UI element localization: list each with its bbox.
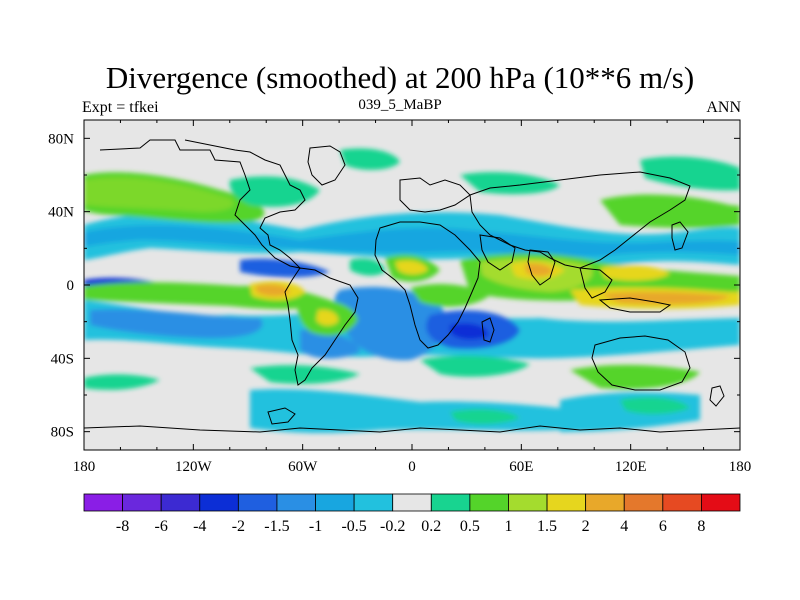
- sh-pacific-aqua: [620, 397, 690, 415]
- sh-pacific-green: [570, 364, 700, 390]
- west-pacific-nh-green: [600, 194, 740, 229]
- x-tick-label: 120E: [615, 459, 647, 475]
- colorbar-label: -0.5: [341, 518, 366, 535]
- south-america-outline: [284, 267, 359, 386]
- nh-north-aqua: [229, 176, 320, 207]
- colorbar-swatch: [315, 493, 355, 512]
- asia-north-green: [460, 172, 560, 195]
- colorbar-swatch: [469, 493, 509, 512]
- colorbar-swatch: [508, 493, 548, 512]
- southeast-asia-outline: [579, 267, 613, 299]
- colorbar-label: -6: [155, 518, 168, 535]
- case-label: 039_5_MaBP: [358, 97, 442, 113]
- colorbar-swatch: [276, 493, 316, 512]
- europe-outline: [399, 177, 471, 213]
- colorbar-label: 8: [697, 518, 705, 535]
- colorbar-label: -4: [193, 518, 206, 535]
- nh-midlat-aqua: [84, 177, 234, 212]
- y-tick-label: 80S: [51, 425, 74, 441]
- x-tick-label: 0: [408, 459, 416, 475]
- colorbar-label: -1.5: [264, 518, 289, 535]
- japan-outline: [671, 221, 689, 251]
- colorbar-label: -2: [232, 518, 245, 535]
- experiment-label: Expt = tfkei: [82, 99, 159, 116]
- africa-outline: [374, 221, 481, 349]
- indonesia-yellow: [600, 265, 670, 281]
- y-tick-label: 0: [67, 278, 75, 294]
- y-axis: 80N 40N 0 40S 80S: [48, 131, 740, 441]
- x-tick-label: 60W: [288, 459, 318, 475]
- colorbar-swatch: [585, 493, 625, 512]
- colorbar-label: 4: [620, 518, 628, 535]
- colorbar-label: 0.5: [460, 518, 480, 535]
- colorbar-label: 1.5: [537, 518, 557, 535]
- field-shading: [84, 148, 740, 434]
- antarctica-outline: [84, 425, 740, 433]
- colorbar-label: -1: [309, 518, 322, 535]
- central-america-darkblue: [240, 258, 330, 278]
- indian-darkblue: [450, 323, 489, 340]
- nh-pacific-green-2: [640, 156, 740, 191]
- pacific-south-blue: [90, 309, 263, 339]
- x-tick-label: 60E: [509, 459, 533, 475]
- africa-yellow: [395, 260, 428, 275]
- colorbar-label: -8: [116, 518, 129, 535]
- australia-outline: [591, 335, 691, 391]
- sh-indian-green: [420, 355, 530, 377]
- new-zealand-outline: [709, 385, 725, 407]
- europe-green: [340, 148, 400, 170]
- colorbar-swatch: [199, 493, 239, 512]
- india-outline: [527, 249, 556, 286]
- west-africa-green: [350, 258, 385, 276]
- colorbar-swatch: [83, 493, 123, 512]
- coastlines: [84, 139, 740, 433]
- x-tick-label: 180: [729, 459, 752, 475]
- period-label: ANN: [706, 99, 741, 116]
- colorbar-label: 0.2: [421, 518, 441, 535]
- southern-ocean-green: [450, 409, 520, 425]
- asia-orange-core: [525, 263, 553, 277]
- antarctic-peninsula-outline: [267, 407, 296, 425]
- colorbar-swatch: [122, 493, 162, 512]
- band-conv-north-core: [84, 225, 740, 257]
- colorbar: -8 -6 -4 -2 -1.5 -1 -0.5 -0.2 0.2 0.5 1 1.5 2 4 6 8: [83, 493, 741, 535]
- sh-far-green: [84, 374, 160, 390]
- arabia-outline: [479, 234, 516, 271]
- colorbar-swatch: [392, 493, 432, 512]
- colorbar-label: 2: [582, 518, 590, 535]
- colorbar-swatch: [623, 493, 664, 512]
- south-atlantic-blue: [300, 329, 360, 359]
- colorbar-swatch: [701, 493, 741, 512]
- divergence-field: [84, 120, 740, 450]
- indonesia-outline: [598, 297, 672, 313]
- map-title: Divergence (smoothed) at 200 hPa (10**6 …: [105, 60, 695, 95]
- west-pacific-orange: [600, 291, 730, 305]
- sh-midlat-green: [250, 365, 360, 384]
- south-america-orange: [255, 284, 290, 297]
- colorbar-swatch: [662, 493, 702, 512]
- north-america-outline: [99, 139, 306, 269]
- colorbar-swatch: [546, 493, 587, 512]
- colorbar-swatch: [430, 493, 471, 512]
- greenland-outline: [307, 145, 346, 186]
- madagascar-outline: [481, 317, 495, 343]
- colorbar-label: 1: [504, 518, 512, 535]
- y-tick-label: 80N: [48, 131, 74, 147]
- y-tick-label: 40S: [51, 351, 74, 367]
- x-axis: 180 120W 60W 0 60E 120E 180: [73, 120, 752, 475]
- colorbar-swatch: [353, 493, 394, 512]
- asia-outline: [469, 171, 691, 269]
- atlantic-blue: [334, 286, 446, 361]
- colorbar-swatch: [237, 493, 278, 512]
- colorbar-swatch: [160, 493, 201, 512]
- y-tick-label: 40N: [48, 205, 74, 221]
- x-tick-label: 120W: [175, 459, 213, 475]
- colorbar-label: -0.2: [380, 518, 405, 535]
- x-tick-label: 180: [73, 459, 96, 475]
- colorbar-label: 6: [659, 518, 667, 535]
- sa-south-yellow: [316, 309, 339, 326]
